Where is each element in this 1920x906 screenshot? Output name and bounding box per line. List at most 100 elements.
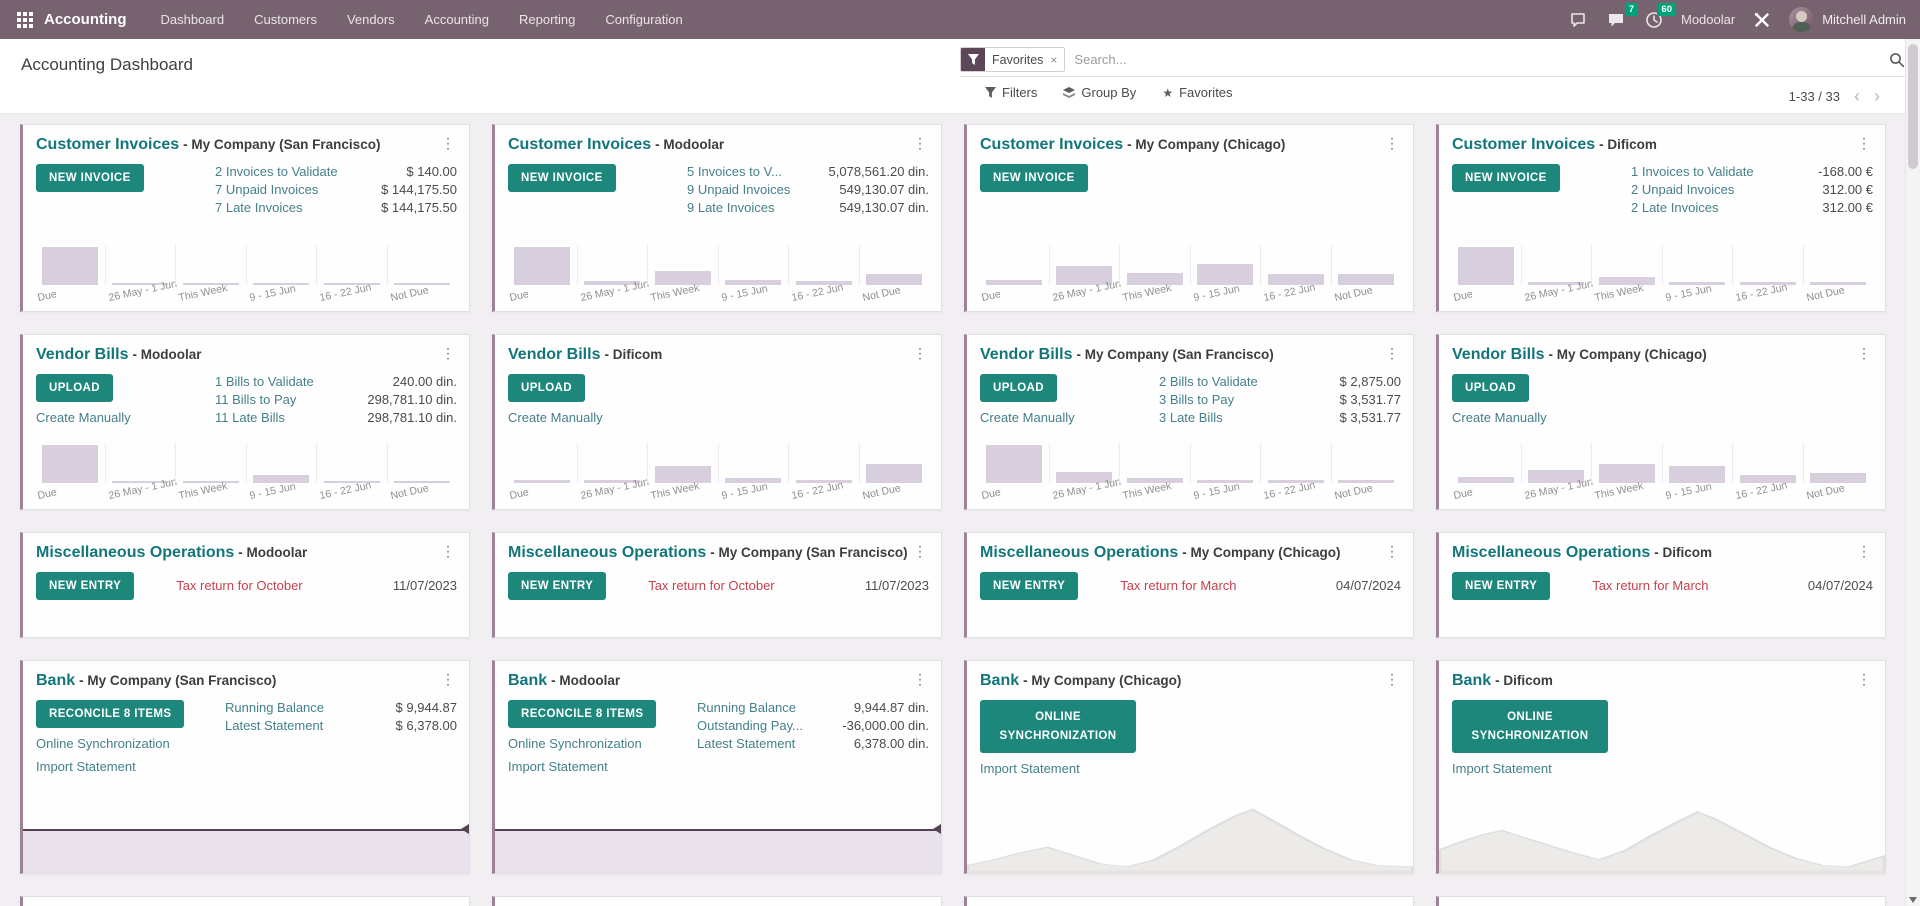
create-manually-link[interactable]: Create Manually — [980, 410, 1075, 426]
scrollbar-thumb[interactable] — [1908, 44, 1918, 169]
import-statement-link[interactable]: Import Statement — [1452, 760, 1552, 776]
stat-link[interactable]: 1 Bills to Validate — [215, 374, 314, 390]
card-title[interactable]: Customer Invoices — [980, 136, 1124, 153]
stat-link[interactable]: 9 Unpaid Invoices — [687, 182, 791, 198]
search-icon[interactable] — [1889, 52, 1905, 68]
new-invoice-button[interactable]: NEW INVOICE — [36, 164, 144, 193]
stat-link[interactable]: 11 Bills to Pay — [215, 392, 297, 408]
stat-link[interactable]: 3 Late Bills — [1159, 410, 1223, 426]
favorites-button[interactable]: ★ Favorites — [1162, 85, 1232, 100]
menu-configuration[interactable]: Configuration — [605, 12, 683, 27]
tax-return-link[interactable]: Tax return for March — [1120, 578, 1237, 594]
kebab-menu-icon[interactable]: ⋮ — [441, 543, 455, 559]
search-bar[interactable]: Favorites × — [960, 47, 1905, 77]
kebab-menu-icon[interactable]: ⋮ — [1857, 543, 1871, 559]
card-title[interactable]: Vendor Bills — [980, 346, 1073, 363]
card-title[interactable]: Miscellaneous Operations — [980, 544, 1179, 561]
create-manually-link[interactable]: Create Manually — [508, 410, 603, 426]
stat-link[interactable]: 2 Late Invoices — [1631, 200, 1719, 216]
pager-next-icon[interactable]: › — [1874, 86, 1880, 106]
reconcile-button[interactable]: RECONCILE 8 ITEMS — [36, 700, 185, 729]
search-facet-favorites[interactable]: Favorites × — [960, 47, 1066, 72]
group-by-button[interactable]: Group By — [1063, 85, 1136, 100]
card-title[interactable]: Vendor Bills — [508, 346, 601, 363]
stat-link[interactable]: 5 Invoices to V... — [687, 164, 782, 180]
kebab-menu-icon[interactable]: ⋮ — [1857, 135, 1871, 151]
new-invoice-button[interactable]: NEW INVOICE — [1452, 164, 1560, 193]
menu-vendors[interactable]: Vendors — [346, 12, 395, 27]
card-title[interactable]: Bank — [980, 672, 1020, 689]
upload-button[interactable]: UPLOAD — [1452, 374, 1529, 403]
upload-button[interactable]: UPLOAD — [36, 374, 113, 403]
kebab-menu-icon[interactable]: ⋮ — [441, 671, 455, 687]
new-entry-button[interactable]: NEW ENTRY — [1452, 572, 1551, 601]
stat-link[interactable]: Latest Statement — [697, 736, 796, 752]
online-synchronization-button[interactable]: ONLINE SYNCHRONIZATION — [980, 700, 1136, 753]
new-entry-button[interactable]: NEW ENTRY — [980, 572, 1079, 601]
import-statement-link[interactable]: Import Statement — [508, 759, 608, 775]
stat-link[interactable]: 7 Unpaid Invoices — [215, 182, 319, 198]
user-menu[interactable]: Mitchell Admin — [1789, 7, 1906, 32]
card-title[interactable]: Customer Invoices — [1452, 136, 1596, 153]
stat-link[interactable]: 9 Late Invoices — [687, 200, 775, 216]
pager-value[interactable]: 1-33 / 33 — [1788, 88, 1840, 104]
new-entry-button[interactable]: NEW ENTRY — [508, 572, 607, 601]
card-title[interactable]: Vendor Bills — [36, 346, 129, 363]
card-title[interactable]: Customer Invoices — [36, 136, 180, 153]
stat-link[interactable]: 2 Unpaid Invoices — [1631, 182, 1735, 198]
import-statement-link[interactable]: Import Statement — [36, 759, 136, 775]
online-synchronization-link[interactable]: Online Synchronization — [508, 736, 642, 752]
kebab-menu-icon[interactable]: ⋮ — [913, 345, 927, 361]
card-title[interactable]: Miscellaneous Operations — [508, 544, 707, 561]
debug-tools-icon[interactable] — [1751, 9, 1773, 31]
filters-button[interactable]: Filters — [985, 85, 1037, 100]
reconcile-button[interactable]: RECONCILE 8 ITEMS — [508, 700, 657, 729]
kebab-menu-icon[interactable]: ⋮ — [441, 135, 455, 151]
card-title[interactable]: Miscellaneous Operations — [1452, 544, 1651, 561]
tax-return-link[interactable]: Tax return for March — [1592, 578, 1709, 594]
kebab-menu-icon[interactable]: ⋮ — [1857, 345, 1871, 361]
card-title[interactable]: Bank — [508, 672, 548, 689]
card-title[interactable]: Miscellaneous Operations — [36, 544, 235, 561]
card-title[interactable]: Bank — [1452, 672, 1492, 689]
card-title[interactable]: Customer Invoices — [508, 136, 652, 153]
messages-icon[interactable]: 7 — [1605, 2, 1638, 31]
kebab-menu-icon[interactable]: ⋮ — [1385, 135, 1399, 151]
menu-accounting[interactable]: Accounting — [424, 12, 489, 27]
online-synchronization-link[interactable]: Online Synchronization — [36, 736, 170, 752]
stat-link[interactable]: Latest Statement — [225, 718, 324, 734]
facet-close-icon[interactable]: × — [1050, 52, 1058, 67]
kebab-menu-icon[interactable]: ⋮ — [1857, 671, 1871, 687]
kebab-menu-icon[interactable]: ⋮ — [1385, 671, 1399, 687]
new-entry-button[interactable]: NEW ENTRY — [36, 572, 135, 601]
menu-dashboard[interactable]: Dashboard — [160, 12, 225, 27]
stat-link[interactable]: 1 Invoices to Validate — [1631, 164, 1754, 180]
pager-previous-icon[interactable]: ‹ — [1854, 86, 1860, 106]
stat-link[interactable]: Running Balance — [697, 700, 797, 716]
stat-link[interactable]: Running Balance — [225, 700, 325, 716]
online-synchronization-button[interactable]: ONLINE SYNCHRONIZATION — [1452, 700, 1608, 753]
company-switcher[interactable]: Modoolar — [1680, 12, 1736, 27]
new-invoice-button[interactable]: NEW INVOICE — [980, 164, 1088, 193]
card-title[interactable]: Vendor Bills — [1452, 346, 1545, 363]
apps-grid-icon[interactable] — [10, 5, 40, 35]
stat-link[interactable]: 2 Invoices to Validate — [215, 164, 338, 180]
upload-button[interactable]: UPLOAD — [508, 374, 585, 403]
stat-link[interactable]: 3 Bills to Pay — [1159, 392, 1235, 408]
kebab-menu-icon[interactable]: ⋮ — [1385, 345, 1399, 361]
new-invoice-button[interactable]: NEW INVOICE — [508, 164, 616, 193]
activities-clock-icon[interactable]: 60 — [1643, 2, 1676, 31]
create-manually-link[interactable]: Create Manually — [1452, 410, 1547, 426]
menu-customers[interactable]: Customers — [254, 12, 317, 27]
upload-button[interactable]: UPLOAD — [980, 374, 1057, 403]
menu-reporting[interactable]: Reporting — [519, 12, 576, 27]
import-statement-link[interactable]: Import Statement — [980, 760, 1080, 776]
discuss-bubble-icon[interactable] — [1567, 9, 1589, 31]
scrollbar-down-arrow-icon[interactable] — [1909, 897, 1917, 903]
card-title[interactable]: Bank — [36, 672, 76, 689]
kebab-menu-icon[interactable]: ⋮ — [913, 135, 927, 151]
search-input[interactable] — [1074, 52, 1889, 67]
stat-link[interactable]: 7 Late Invoices — [215, 200, 303, 216]
create-manually-link[interactable]: Create Manually — [36, 410, 131, 426]
kebab-menu-icon[interactable]: ⋮ — [913, 671, 927, 687]
